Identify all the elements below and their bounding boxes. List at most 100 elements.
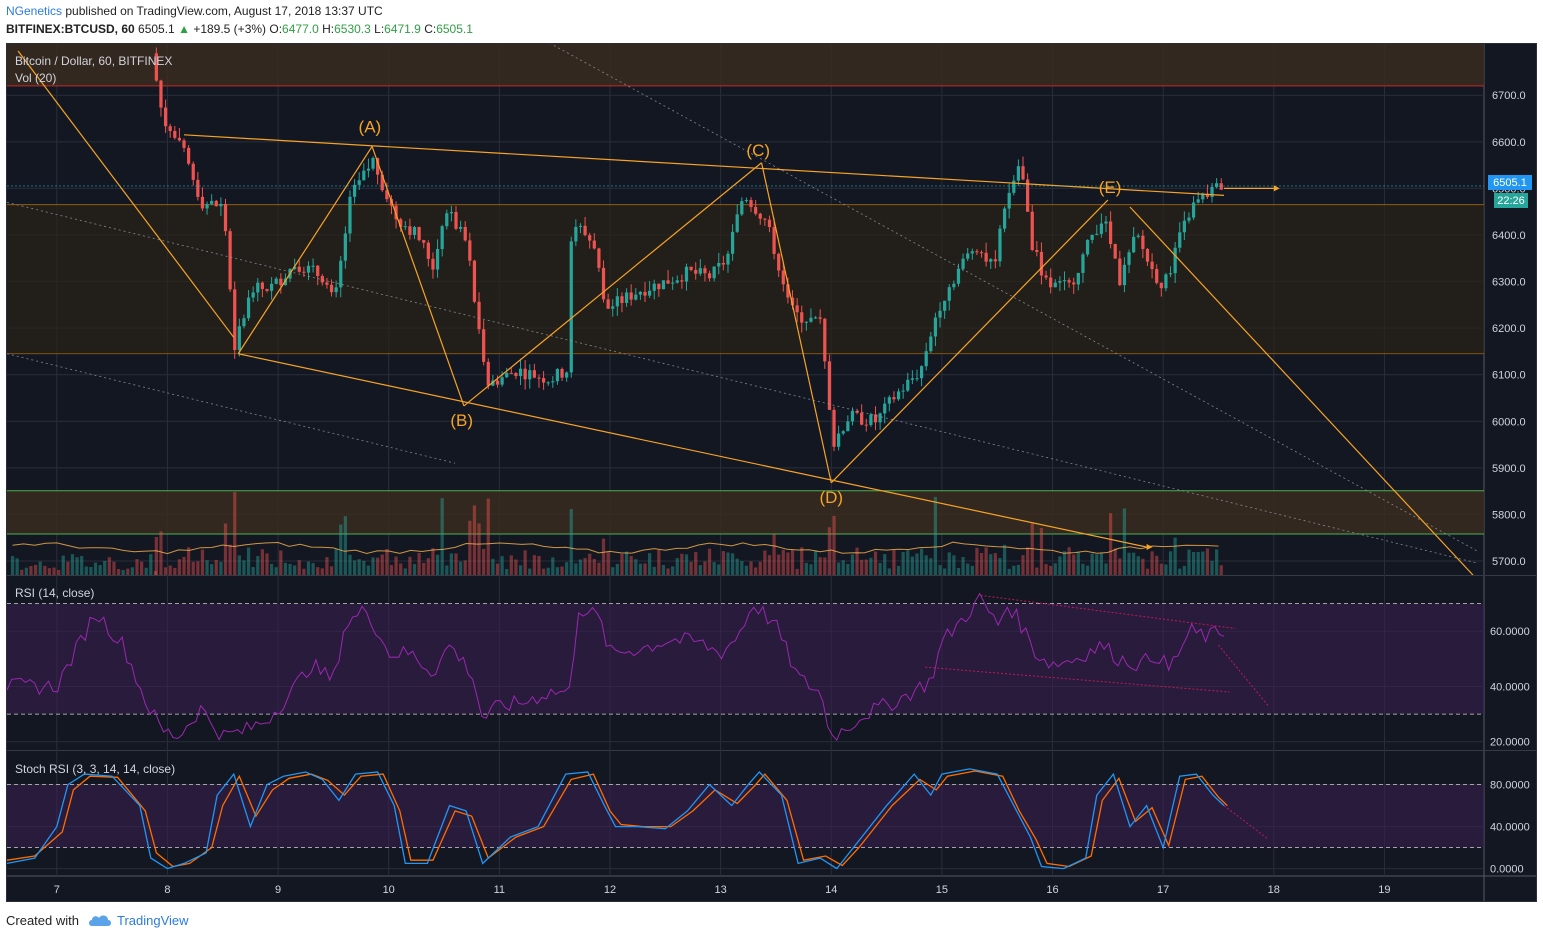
volume-bar xyxy=(638,563,643,575)
candle-body xyxy=(509,372,513,374)
candle-body xyxy=(500,377,504,385)
volume-bar xyxy=(588,553,592,575)
candle-body xyxy=(795,305,799,313)
candle-body xyxy=(998,228,1002,262)
candle-body xyxy=(569,241,573,373)
volume-bar xyxy=(431,548,435,575)
candle-body xyxy=(758,213,762,219)
candle-body xyxy=(1205,193,1210,198)
candle-body xyxy=(551,381,555,383)
candle-body xyxy=(956,268,961,284)
time-tick-label: 14 xyxy=(825,884,837,896)
stoch-tick-label: 40.0000 xyxy=(1490,822,1530,834)
candle-body xyxy=(265,288,269,291)
volume-bar xyxy=(541,568,546,575)
volume-bar xyxy=(376,557,380,575)
volume-bar xyxy=(343,516,347,575)
candle-body xyxy=(514,373,518,377)
volume-bar xyxy=(1150,551,1154,575)
volume-bar xyxy=(454,553,458,575)
time-tick-label: 13 xyxy=(714,884,726,896)
candle-body xyxy=(1168,273,1173,275)
candle-body xyxy=(380,174,384,191)
candle-body xyxy=(523,368,527,380)
author-link[interactable]: NGenetics xyxy=(6,4,63,18)
volume-bar xyxy=(1095,554,1099,575)
time-tick-label: 12 xyxy=(604,884,616,896)
volume-bar xyxy=(52,567,56,575)
volume-bar xyxy=(813,550,818,575)
volume-bar xyxy=(864,559,868,575)
candle-body xyxy=(707,273,712,279)
volume-bar xyxy=(191,561,195,575)
candle-body xyxy=(302,271,306,273)
volume-bar xyxy=(130,567,135,575)
volume-bar xyxy=(1182,565,1186,575)
created-with-text: Created with xyxy=(6,913,79,928)
volume-bar xyxy=(412,564,417,575)
candle-body xyxy=(1141,235,1145,249)
volume-bar xyxy=(523,550,527,575)
candle-body xyxy=(306,265,311,273)
volume-bar xyxy=(20,569,24,575)
volume-bar xyxy=(417,552,421,575)
volume-bar xyxy=(144,567,148,575)
candle-body xyxy=(864,424,868,426)
candle-body xyxy=(703,268,707,274)
rsi-band xyxy=(7,603,1484,715)
candle-body xyxy=(892,397,896,400)
upper-trendline xyxy=(183,134,1225,196)
chart-area[interactable]: (A)(B)(C)(D)(E) 6700.06600.06500.06400.0… xyxy=(6,43,1537,902)
time-axis[interactable] xyxy=(7,876,1484,901)
volume-bar xyxy=(173,567,177,575)
volume-bar xyxy=(1132,552,1136,575)
rsi-divergence-line xyxy=(925,666,1230,693)
candle-body xyxy=(929,336,933,352)
volume-bar xyxy=(597,562,601,575)
candle-body xyxy=(588,235,592,241)
candle-body xyxy=(518,368,523,377)
volume-bar xyxy=(1155,555,1159,575)
candle-body xyxy=(1044,275,1048,278)
volume-bar xyxy=(279,550,283,575)
candle-body xyxy=(417,227,421,241)
volume-bar xyxy=(325,557,329,575)
candle-body xyxy=(311,265,315,267)
volume-bar xyxy=(1187,549,1191,575)
arrow-head xyxy=(1146,544,1153,551)
volume-bar xyxy=(33,564,38,575)
volume-bar xyxy=(1201,551,1205,575)
candle-body xyxy=(606,299,610,309)
candle-body xyxy=(348,196,352,234)
candle-body xyxy=(1035,249,1039,252)
candle-body xyxy=(477,301,481,330)
candle-body xyxy=(426,242,430,259)
chart-svg[interactable]: (A)(B)(C)(D)(E) 6700.06600.06500.06400.0… xyxy=(7,44,1536,901)
candle-body xyxy=(1002,208,1007,229)
volume-bar xyxy=(551,557,555,575)
volume-bar xyxy=(703,561,707,575)
candle-body xyxy=(472,260,477,302)
volume-bar xyxy=(657,549,661,575)
candle-body xyxy=(1099,223,1103,234)
volume-bar xyxy=(468,520,472,575)
candle-body xyxy=(841,431,845,434)
candle-body xyxy=(910,378,914,380)
volume-bar xyxy=(75,557,79,575)
stoch-projection-line xyxy=(1223,805,1269,840)
candle-body xyxy=(1076,272,1080,285)
countdown-tag-text: 22:26 xyxy=(1497,195,1525,207)
price-tick-label: 5700.0 xyxy=(1492,556,1526,568)
time-tick-label: 15 xyxy=(936,884,948,896)
rsi-indicator xyxy=(7,592,1484,742)
volume-bar xyxy=(786,552,790,575)
candle-body xyxy=(597,248,601,268)
candle-body xyxy=(329,284,334,293)
volume-bar xyxy=(228,544,232,575)
candle-body xyxy=(901,390,905,392)
tradingview-link[interactable]: TradingView xyxy=(117,913,189,928)
volume-bar xyxy=(555,567,560,575)
last-price: 6505.1 xyxy=(138,22,175,36)
volume-bar xyxy=(592,559,596,575)
volume-bar xyxy=(399,563,403,575)
